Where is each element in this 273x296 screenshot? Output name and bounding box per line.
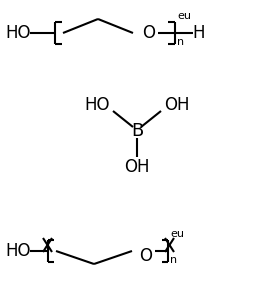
Text: eu: eu bbox=[170, 229, 184, 239]
Text: HO: HO bbox=[5, 242, 31, 260]
Text: O: O bbox=[143, 24, 156, 42]
Text: n: n bbox=[177, 37, 184, 47]
Text: n: n bbox=[170, 255, 177, 265]
Text: B: B bbox=[131, 122, 143, 140]
Text: OH: OH bbox=[124, 158, 150, 176]
Text: eu: eu bbox=[177, 11, 191, 21]
Text: HO: HO bbox=[84, 96, 110, 114]
Text: HO: HO bbox=[5, 24, 31, 42]
Text: H: H bbox=[193, 24, 205, 42]
Text: O: O bbox=[140, 247, 153, 265]
Text: OH: OH bbox=[164, 96, 190, 114]
